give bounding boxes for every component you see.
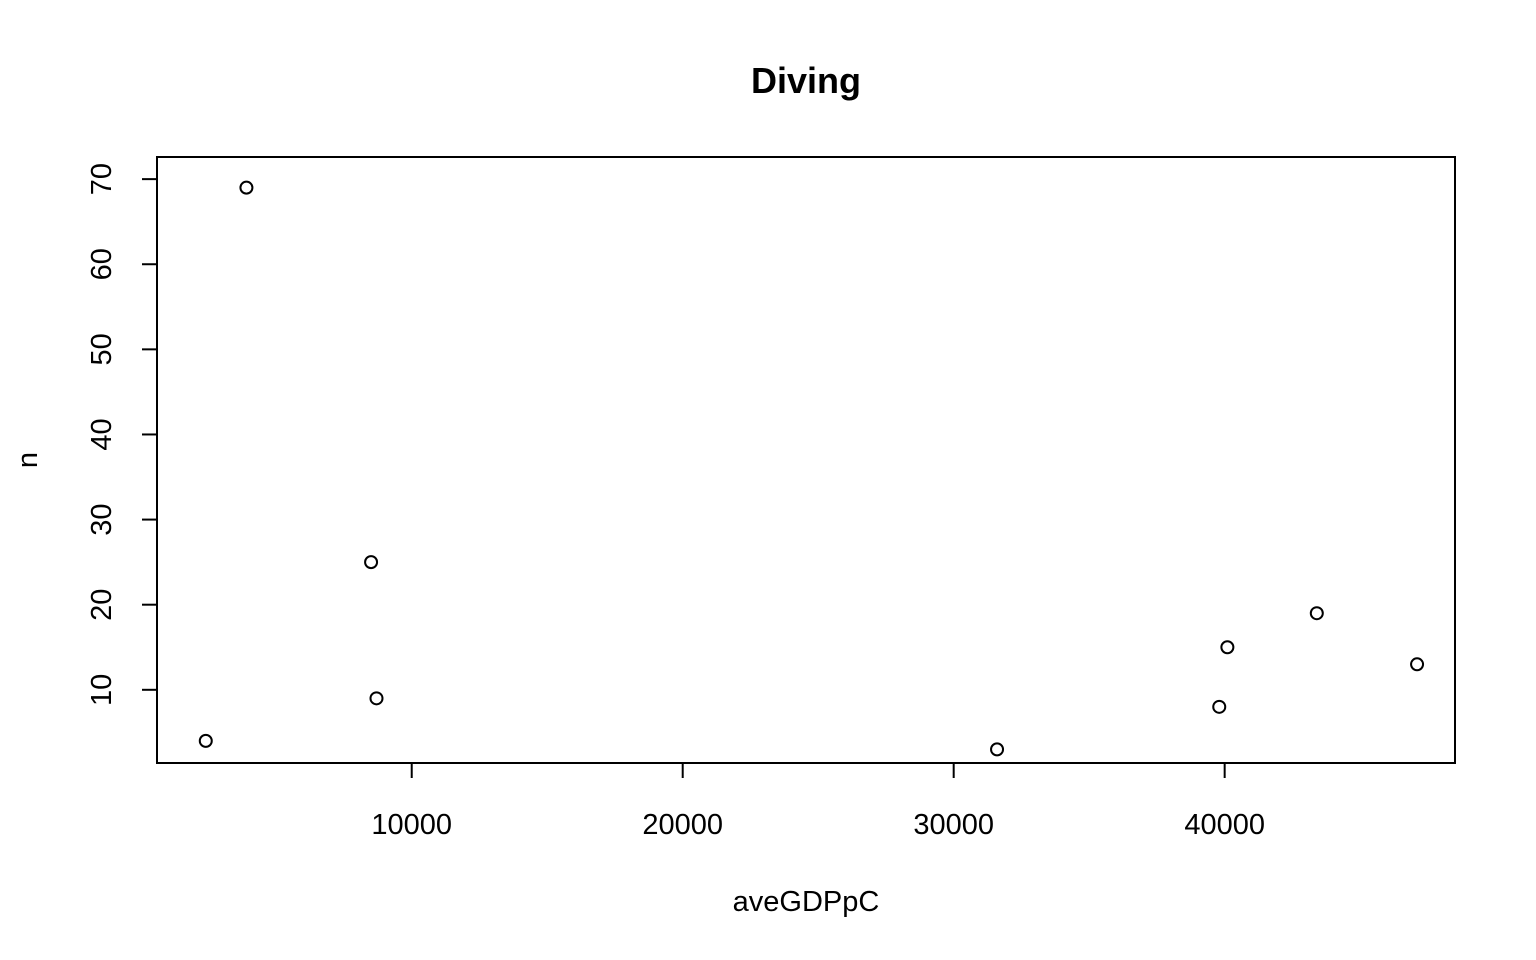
y-tick-label: 70 (86, 163, 118, 195)
y-tick-label: 50 (86, 333, 118, 365)
x-axis-label: aveGDPpC (733, 886, 880, 918)
data-point (364, 555, 379, 570)
data-point (198, 733, 213, 748)
y-axis-label: n (12, 452, 44, 468)
plot-frame (156, 156, 1456, 764)
data-point (1410, 657, 1425, 672)
data-point (1212, 699, 1227, 714)
data-point (1220, 640, 1235, 655)
x-axis: 10000 20000 30000 40000 (371, 762, 1265, 841)
data-point (990, 742, 1005, 757)
y-tick-label: 30 (86, 503, 118, 535)
x-tick-label: 10000 (371, 809, 452, 841)
x-tick-label: 30000 (913, 809, 994, 841)
data-point (239, 180, 254, 195)
chart-title: Diving (751, 60, 861, 101)
data-point (369, 691, 384, 706)
x-tick-label: 40000 (1184, 809, 1265, 841)
y-tick-label: 40 (86, 418, 118, 450)
y-tick-label: 20 (86, 589, 118, 621)
y-tick-label: 60 (86, 248, 118, 280)
y-tick-label: 10 (86, 674, 118, 706)
data-point (1309, 606, 1324, 621)
y-axis: 10 20 30 40 50 60 70 (86, 163, 158, 706)
data-points (198, 180, 1425, 757)
x-tick-label: 20000 (642, 809, 723, 841)
